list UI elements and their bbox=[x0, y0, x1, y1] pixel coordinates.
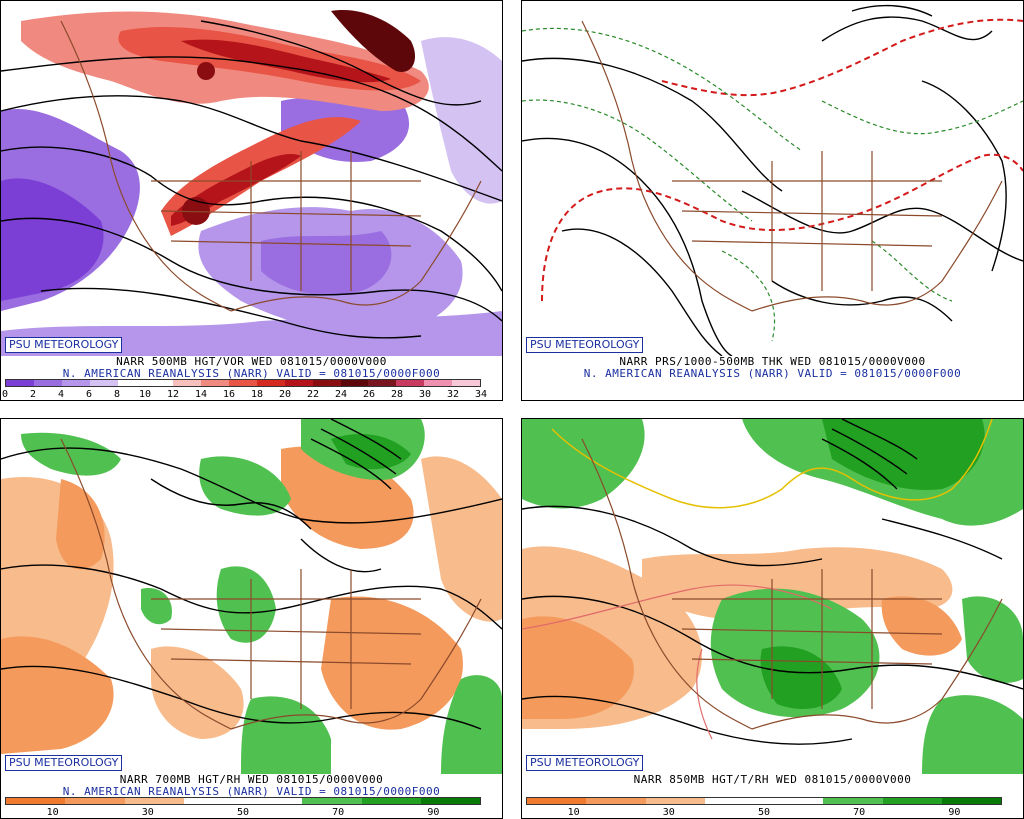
color-legend-ticks: 0 2 4 6 8 10 12 14 16 18 20 22 24 26 28 30 32 34 bbox=[1, 389, 487, 400]
legend-swatch bbox=[340, 380, 369, 386]
legend-tick-label: 70 bbox=[853, 807, 866, 818]
legend-tick-label: 26 bbox=[362, 389, 376, 400]
pressure-map bbox=[522, 1, 1023, 356]
legend-tick-label: 8 bbox=[113, 389, 121, 400]
legend-swatch bbox=[452, 380, 480, 386]
legend-swatch bbox=[6, 380, 34, 386]
legend-swatch bbox=[361, 798, 421, 804]
legend-swatch bbox=[61, 380, 90, 386]
legend-tick-label: 50 bbox=[757, 807, 771, 818]
legend-swatch bbox=[89, 380, 118, 386]
legend-tick-label: 90 bbox=[427, 807, 440, 818]
legend-swatch bbox=[284, 380, 313, 386]
legend-swatch bbox=[65, 798, 125, 804]
legend-swatch bbox=[117, 380, 146, 386]
legend-swatch bbox=[302, 798, 362, 804]
legend-swatch bbox=[704, 798, 764, 804]
vorticity-map bbox=[1, 1, 502, 356]
legend-swatch bbox=[312, 380, 341, 386]
panel-pressure-thickness: PSU METEOROLOGY NARR PRS/1000-500MB THK … bbox=[521, 0, 1024, 401]
legend-swatch bbox=[243, 798, 303, 804]
legend-swatch bbox=[201, 380, 229, 386]
legend-swatch bbox=[183, 798, 243, 804]
legend-tick-label: 0 bbox=[1, 389, 9, 400]
legend-tick-label: 20 bbox=[278, 389, 292, 400]
legend-swatch bbox=[420, 798, 480, 804]
legend-swatch bbox=[764, 798, 824, 804]
legend-swatch bbox=[941, 798, 1001, 804]
legend-swatch bbox=[645, 798, 705, 804]
legend-swatch bbox=[882, 798, 942, 804]
legend-tick-label: 32 bbox=[446, 389, 460, 400]
legend-swatch bbox=[586, 798, 646, 804]
legend-tick-label: 6 bbox=[85, 389, 93, 400]
legend-swatch bbox=[396, 380, 425, 386]
color-legend-bar bbox=[526, 797, 1002, 805]
legend-tick-label: 30 bbox=[141, 807, 154, 818]
legend-tick-label: 4 bbox=[57, 389, 65, 400]
legend-tick-label: 28 bbox=[390, 389, 404, 400]
color-legend-ticks: 10 30 50 70 90 bbox=[526, 807, 1002, 818]
map-subtitle: N. AMERICAN REANALYSIS (NARR) VALID = 08… bbox=[583, 367, 962, 380]
legend-tick-label: 90 bbox=[948, 807, 961, 818]
legend-tick-label: 30 bbox=[662, 807, 675, 818]
credit-label: PSU METEOROLOGY bbox=[526, 755, 644, 771]
legend-swatch bbox=[823, 798, 883, 804]
map-subtitle: N. AMERICAN REANALYSIS (NARR) VALID = 08… bbox=[62, 367, 441, 380]
credit-label: PSU METEOROLOGY bbox=[5, 337, 123, 353]
legend-swatch bbox=[424, 380, 452, 386]
credit-label: PSU METEOROLOGY bbox=[5, 755, 123, 771]
legend-tick-label: 10 bbox=[138, 389, 152, 400]
legend-swatch bbox=[6, 798, 66, 804]
map-title: NARR 700MB HGT/RH WED 081015/0000V000 bbox=[119, 773, 384, 786]
legend-tick-label: 22 bbox=[306, 389, 320, 400]
legend-tick-label: 18 bbox=[250, 389, 264, 400]
map-title: NARR 850MB HGT/T/RH WED 081015/0000V000 bbox=[633, 773, 912, 786]
legend-tick-label: 10 bbox=[46, 807, 59, 818]
legend-swatch bbox=[173, 380, 202, 386]
legend-tick-label: 70 bbox=[332, 807, 345, 818]
legend-swatch bbox=[33, 380, 62, 386]
legend-tick-label: 12 bbox=[166, 389, 180, 400]
humidity-850-map bbox=[522, 419, 1023, 774]
legend-swatch bbox=[124, 798, 184, 804]
humidity-700-map bbox=[1, 419, 502, 774]
legend-tick-label: 16 bbox=[222, 389, 236, 400]
legend-tick-label: 2 bbox=[29, 389, 37, 400]
legend-tick-label: 30 bbox=[418, 389, 432, 400]
map-title: NARR 500MB HGT/VOR WED 081015/0000V000 bbox=[116, 355, 387, 368]
map-subtitle: N. AMERICAN REANALYSIS (NARR) VALID = 08… bbox=[62, 785, 441, 798]
legend-swatch bbox=[256, 380, 285, 386]
legend-tick-label: 24 bbox=[334, 389, 348, 400]
panel-850mb-temp-humidity: PSU METEOROLOGY NARR 850MB HGT/T/RH WED … bbox=[521, 418, 1024, 819]
legend-swatch bbox=[229, 380, 257, 386]
map-title: NARR PRS/1000-500MB THK WED 081015/0000V… bbox=[619, 355, 926, 368]
legend-swatch bbox=[145, 380, 174, 386]
legend-tick-label: 14 bbox=[194, 389, 208, 400]
legend-tick-label: 34 bbox=[474, 389, 488, 400]
panel-700mb-humidity: PSU METEOROLOGY NARR 700MB HGT/RH WED 08… bbox=[0, 418, 503, 819]
legend-tick-label: 50 bbox=[236, 807, 250, 818]
color-legend-ticks: 10 30 50 70 90 bbox=[5, 807, 481, 818]
legend-tick-label: 10 bbox=[567, 807, 580, 818]
legend-swatch bbox=[527, 798, 587, 804]
color-legend-bar bbox=[5, 379, 481, 387]
panel-500mb-vorticity: PSU METEOROLOGY NARR 500MB HGT/VOR WED 0… bbox=[0, 0, 503, 401]
color-legend-bar bbox=[5, 797, 481, 805]
legend-swatch bbox=[368, 380, 397, 386]
credit-label: PSU METEOROLOGY bbox=[526, 337, 644, 353]
